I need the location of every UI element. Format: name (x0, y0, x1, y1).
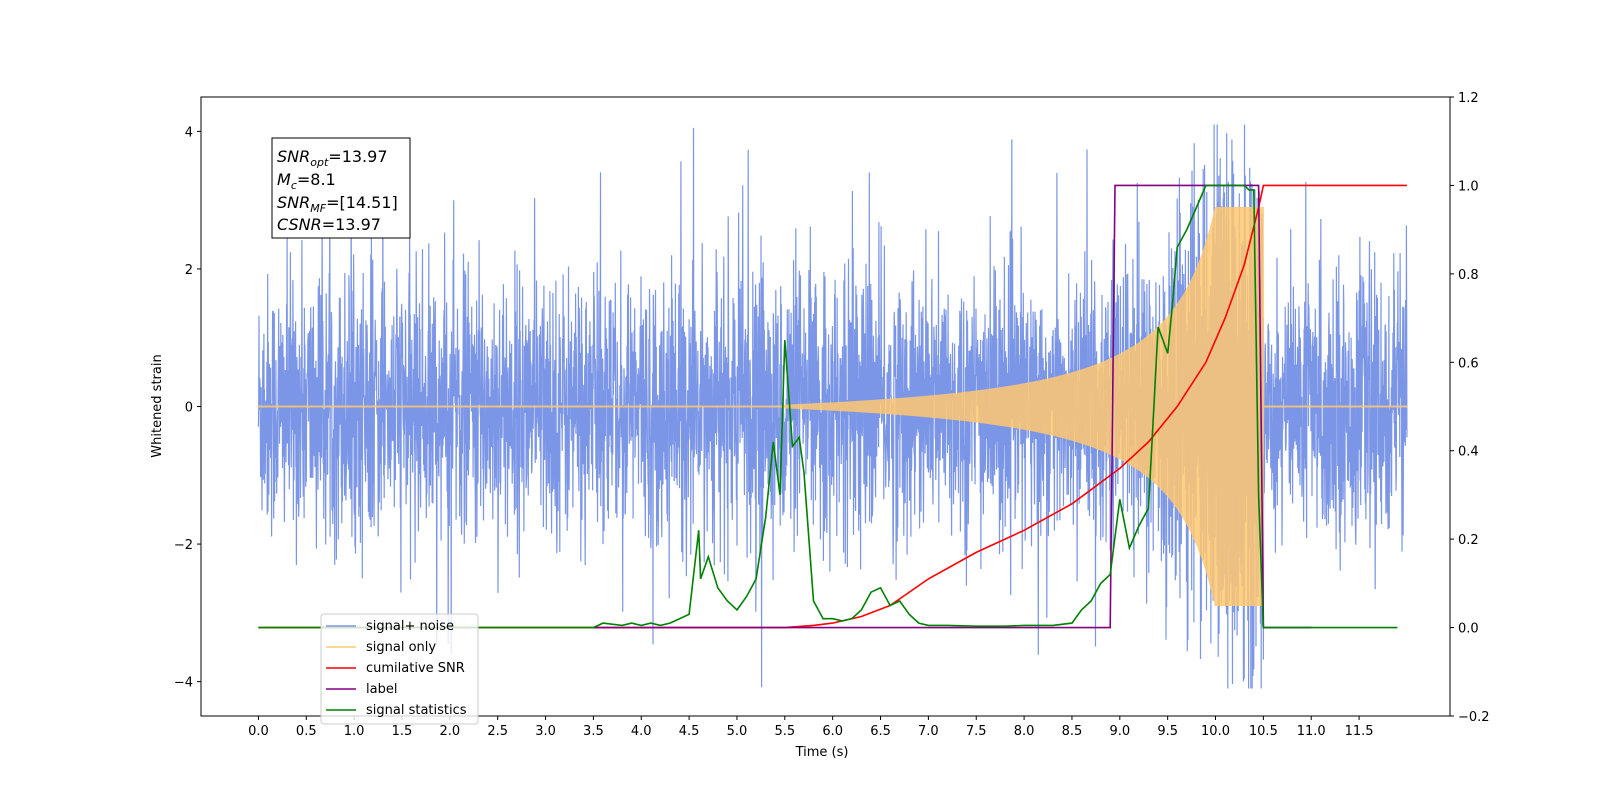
stats-annotation-box: SNRopt=13.97 Mc=8.1 SNRMF=[14.51] CSNR=1… (271, 137, 411, 239)
legend-label-signal-statistics: signal statistics (366, 703, 467, 718)
legend: signal+ noise signal only cumilative SNR… (320, 613, 479, 725)
x-tick-label: 6.0 (822, 724, 843, 739)
series-signal-only (257, 206, 1408, 607)
legend-item-signal-only: signal only (326, 640, 436, 655)
y-tick-label: 0 (185, 401, 193, 416)
x-tick-label: 8.0 (1014, 724, 1035, 739)
y-tick-label: 4 (185, 125, 193, 140)
y-tick-label: −4 (174, 676, 193, 691)
x-tick-label: 11.0 (1297, 724, 1326, 739)
x-tick-label: 0.0 (248, 724, 269, 739)
x-tick-label: 10.0 (1201, 724, 1230, 739)
x-tick-label: 5.0 (727, 724, 748, 739)
legend-item-cumulative-snr: cumilative SNR (326, 661, 465, 676)
annotation-chirp-mass: Mc=8.1 (277, 170, 336, 192)
x-tick-label: 5.5 (774, 724, 795, 739)
x-tick-label: 9.0 (1109, 724, 1130, 739)
y-tick-label: 2 (185, 263, 193, 278)
y2-tick-label: 0.0 (1458, 622, 1479, 637)
legend-label-label: label (366, 682, 397, 697)
y2-tick-label: 0.4 (1458, 445, 1479, 460)
x-tick-label: 10.5 (1249, 724, 1278, 739)
annotation-csnr: CSNR=13.97 (277, 215, 381, 234)
x-tick-label: 7.0 (918, 724, 939, 739)
y-axis-label: Whitened strain (150, 354, 165, 457)
x-tick-label: 2.0 (439, 724, 460, 739)
y2-tick-label: 0.2 (1458, 533, 1479, 548)
x-tick-label: 1.5 (392, 724, 413, 739)
y2-tick-label: 1.2 (1458, 91, 1479, 106)
y2-tick-label: 1.0 (1458, 179, 1479, 194)
y-tick-label: −2 (174, 538, 193, 553)
x-tick-label: 8.5 (1062, 724, 1083, 739)
x-tick-label: 3.5 (583, 724, 604, 739)
legend-frame (320, 613, 479, 725)
y2-tick-label: 0.8 (1458, 268, 1479, 283)
y2-tick-label: −0.2 (1458, 710, 1490, 725)
x-tick-label: 4.0 (631, 724, 652, 739)
annotation-snr-opt: SNRopt=13.97 (277, 147, 388, 169)
series-cumulative-snr (258, 184, 1407, 629)
annotation-snr-mf: SNRMF=[14.51] (277, 193, 398, 215)
x-tick-label: 11.5 (1345, 724, 1374, 739)
x-tick-label: 9.5 (1157, 724, 1178, 739)
legend-item-signal-statistics: signal statistics (326, 703, 467, 718)
x-tick-label: 0.5 (296, 724, 317, 739)
legend-item-label: label (326, 682, 397, 697)
annotation-frame (271, 137, 411, 239)
x-tick-label: 7.5 (966, 724, 987, 739)
x-axis-label: Time (s) (795, 745, 849, 760)
y2-tick-label: 0.6 (1458, 356, 1479, 371)
legend-label-cumulative-snr: cumilative SNR (366, 661, 465, 676)
x-tick-label: 3.0 (535, 724, 556, 739)
legend-label-signal-only: signal only (366, 640, 436, 655)
legend-item-signal-noise: signal+ noise (326, 619, 454, 634)
x-tick-label: 1.0 (344, 724, 365, 739)
x-tick-label: 2.5 (487, 724, 508, 739)
series-signal-statistics (258, 184, 1398, 629)
legend-label-signal-noise: signal+ noise (366, 619, 454, 634)
x-tick-label: 4.5 (679, 724, 700, 739)
x-tick-label: 6.5 (870, 724, 891, 739)
